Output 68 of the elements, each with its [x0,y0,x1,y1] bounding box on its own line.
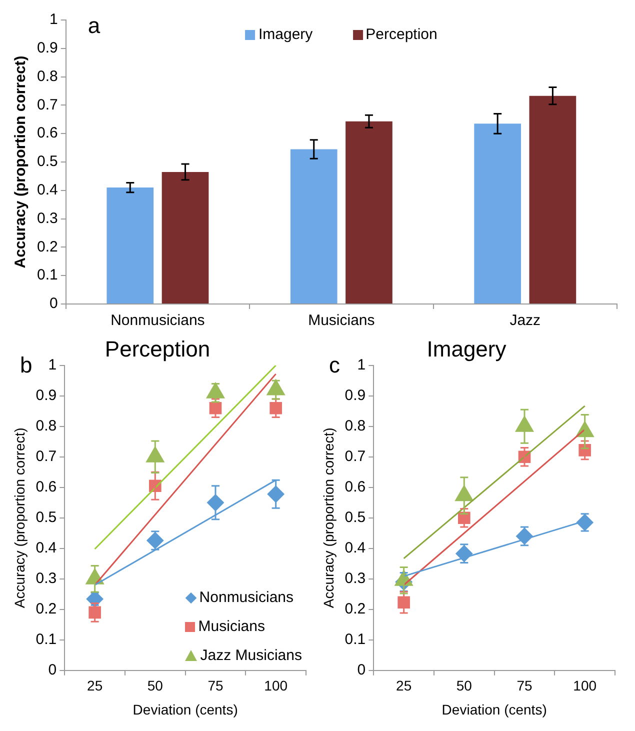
y-tick-label: 0.9 [344,387,366,404]
y-tick-label: 0.8 [344,418,366,435]
x-tick-label: 50 [456,678,472,694]
text: b [20,352,32,378]
y-tick-label: 0 [357,662,366,679]
y-tick-label: 0.3 [36,210,58,227]
y-tick-label: 0.5 [36,509,57,526]
y-tick-label: 0.3 [36,570,57,588]
y-tick-label: 0.1 [36,266,58,284]
y-tick-label: 0.8 [36,418,57,435]
y-tick-label: 0.1 [344,631,366,648]
y-tick-label: 0.9 [36,40,58,57]
y-tick-label: 1 [50,11,58,28]
point [398,596,410,609]
y-tick-label: 0.6 [36,478,57,496]
y-tick-label: 0.6 [36,124,58,142]
legend-label: Jazz Musicians [200,647,302,664]
point [270,402,282,414]
x-tick-label: 75 [208,678,224,694]
y-tick-label: 0.4 [36,540,57,557]
y-axis-title: Accuracy (proportion correct) [320,428,336,608]
bar [106,188,154,304]
y-tick-label: 0.1 [36,631,57,648]
bar [290,149,338,304]
x-tick-label: Nonmusicians [110,312,205,330]
y-axis-title: Accuracy (proportion correct) [12,56,30,268]
annotation: a [88,13,101,38]
y-tick-label: 0.9 [36,387,57,404]
legend-label: Nonmusicians [199,589,294,606]
x-tick-label: 100 [573,678,597,694]
x-tick-label: Musicians [308,312,375,330]
x-tick-label: 100 [264,678,288,694]
legend-label: Musicians [198,618,265,636]
y-tick-label: 0.2 [344,600,366,618]
bar [529,96,576,304]
x-tick-label: Jazz [510,312,541,330]
y-tick-label: 0.4 [344,540,366,557]
y-tick-label: 0.3 [344,570,366,588]
x-axis-title: Deviation (cents) [442,701,547,718]
y-tick-label: 0.4 [36,182,58,199]
y-tick-label: 0.2 [36,238,58,256]
x-axis-title: Deviation (cents) [132,701,238,718]
y-tick-label: 0.7 [36,448,57,466]
point [86,590,104,608]
y-axis-title: Accuracy (proportion correct) [11,428,28,608]
y-tick-label: 0.5 [344,509,366,526]
chart-title: Perception [104,336,210,362]
y-tick-label: 1 [357,356,366,374]
x-tick-label: 75 [516,678,532,694]
x-tick-label: 50 [147,678,164,694]
legend-label: Perception [366,26,438,43]
bar [162,172,209,304]
y-tick-label: 0.6 [344,478,366,496]
y-tick-label: 0.7 [344,448,366,466]
y-tick-label: 0 [50,295,58,312]
y-tick-label: 0.7 [36,96,58,114]
y-tick-label: 1 [48,356,57,374]
y-tick-label: 0 [48,662,57,679]
y-tick-label: 0.8 [36,68,58,85]
y-tick-label: 0.5 [36,153,58,170]
x-tick-label: 25 [396,678,412,694]
x-tick-label: 25 [87,678,103,694]
chart-title: Imagery [426,336,506,362]
bar [474,124,522,304]
bar [346,121,392,304]
y-tick-label: 0.2 [36,600,57,618]
legend-label: Imagery [258,26,313,43]
text: c [329,352,340,378]
